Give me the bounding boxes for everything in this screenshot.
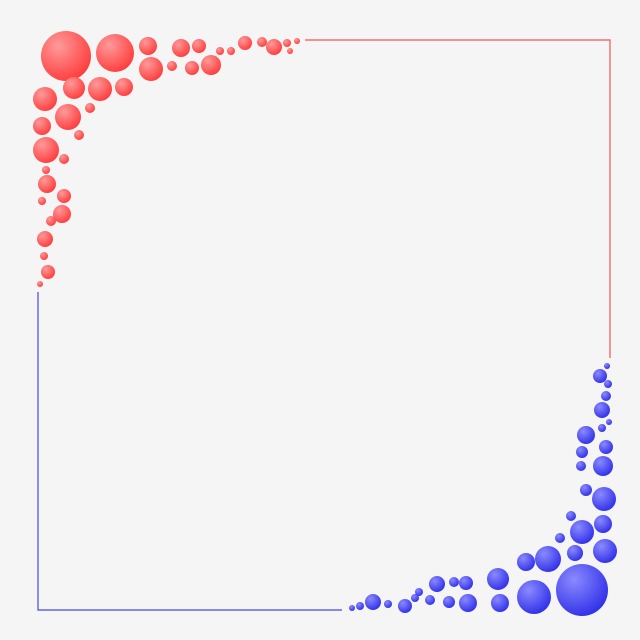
red-bubble — [185, 61, 199, 75]
blue-bubble — [356, 602, 364, 610]
blue-bubble — [487, 568, 509, 590]
blue-bubble — [593, 369, 607, 383]
blue-bubble — [449, 577, 459, 587]
blue-bubble — [566, 511, 576, 521]
red-bubble — [283, 39, 291, 47]
blue-bubble — [535, 546, 561, 572]
red-bubble — [96, 34, 134, 72]
blue-bubble — [429, 576, 445, 592]
blue-bubble — [384, 600, 392, 608]
blue-bubble — [592, 487, 616, 511]
red-bubble — [115, 78, 133, 96]
red-bubble — [57, 189, 71, 203]
red-bubble — [55, 104, 81, 130]
red-bubble — [41, 31, 91, 81]
red-frame-line — [305, 39, 611, 358]
blue-bubble — [425, 595, 435, 605]
blue-bubble — [599, 440, 613, 454]
blue-bubble — [567, 545, 583, 561]
red-bubble — [42, 166, 50, 174]
red-bubble — [139, 37, 157, 55]
blue-bubble — [517, 553, 535, 571]
red-bubble — [294, 38, 300, 44]
red-bubble — [257, 37, 267, 47]
blue-bubble — [604, 380, 612, 388]
red-bubble — [172, 39, 190, 57]
red-bubble — [74, 130, 84, 140]
blue-bubble — [349, 605, 355, 611]
red-bubble — [192, 39, 206, 53]
blue-bubble — [576, 446, 588, 458]
blue-bubble — [606, 419, 612, 425]
red-bubble — [38, 197, 46, 205]
red-bubble-cluster — [33, 31, 300, 287]
red-bubble — [139, 57, 163, 81]
red-bubble — [85, 103, 95, 113]
blue-bubble — [459, 576, 473, 590]
red-bubble — [287, 48, 293, 54]
red-bubble — [201, 55, 221, 75]
blue-bubble — [555, 533, 565, 543]
red-bubble — [38, 175, 56, 193]
blue-bubble — [580, 484, 592, 496]
blue-bubble — [576, 461, 586, 471]
blue-bubble — [415, 588, 423, 596]
red-bubble — [167, 61, 177, 71]
red-bubble — [266, 39, 282, 55]
blue-bubble — [594, 402, 610, 418]
blue-bubble — [491, 594, 509, 612]
red-bubble — [33, 87, 57, 111]
red-bubble — [53, 205, 71, 223]
red-bubble — [33, 137, 59, 163]
red-bubble — [238, 36, 252, 50]
red-bubble — [88, 77, 112, 101]
blue-bubble — [570, 520, 594, 544]
blue-bubble — [459, 594, 477, 612]
blue-bubble — [577, 426, 595, 444]
blue-bubble — [594, 515, 612, 533]
red-bubble — [37, 281, 43, 287]
red-bubble — [40, 252, 48, 260]
red-bubble — [216, 47, 224, 55]
blue-bubble — [593, 456, 613, 476]
blue-bubble — [517, 580, 551, 614]
red-bubble — [37, 231, 53, 247]
blue-bubble — [556, 564, 608, 616]
blue-bubble — [411, 594, 419, 602]
red-bubble — [46, 216, 56, 226]
blue-bubble — [604, 363, 610, 369]
blue-bubble-cluster — [349, 363, 617, 616]
blue-bubble — [398, 599, 412, 613]
red-bubble — [41, 265, 55, 279]
red-bubble — [227, 47, 235, 55]
blue-bubble — [443, 596, 455, 608]
red-bubble — [33, 117, 51, 135]
blue-bubble — [598, 424, 606, 432]
blue-bubble — [365, 594, 381, 610]
blue-bubble — [601, 391, 611, 401]
blue-bubble — [593, 539, 617, 563]
blue-frame-line — [37, 292, 342, 611]
red-bubble — [59, 154, 69, 164]
red-bubble — [63, 77, 85, 99]
